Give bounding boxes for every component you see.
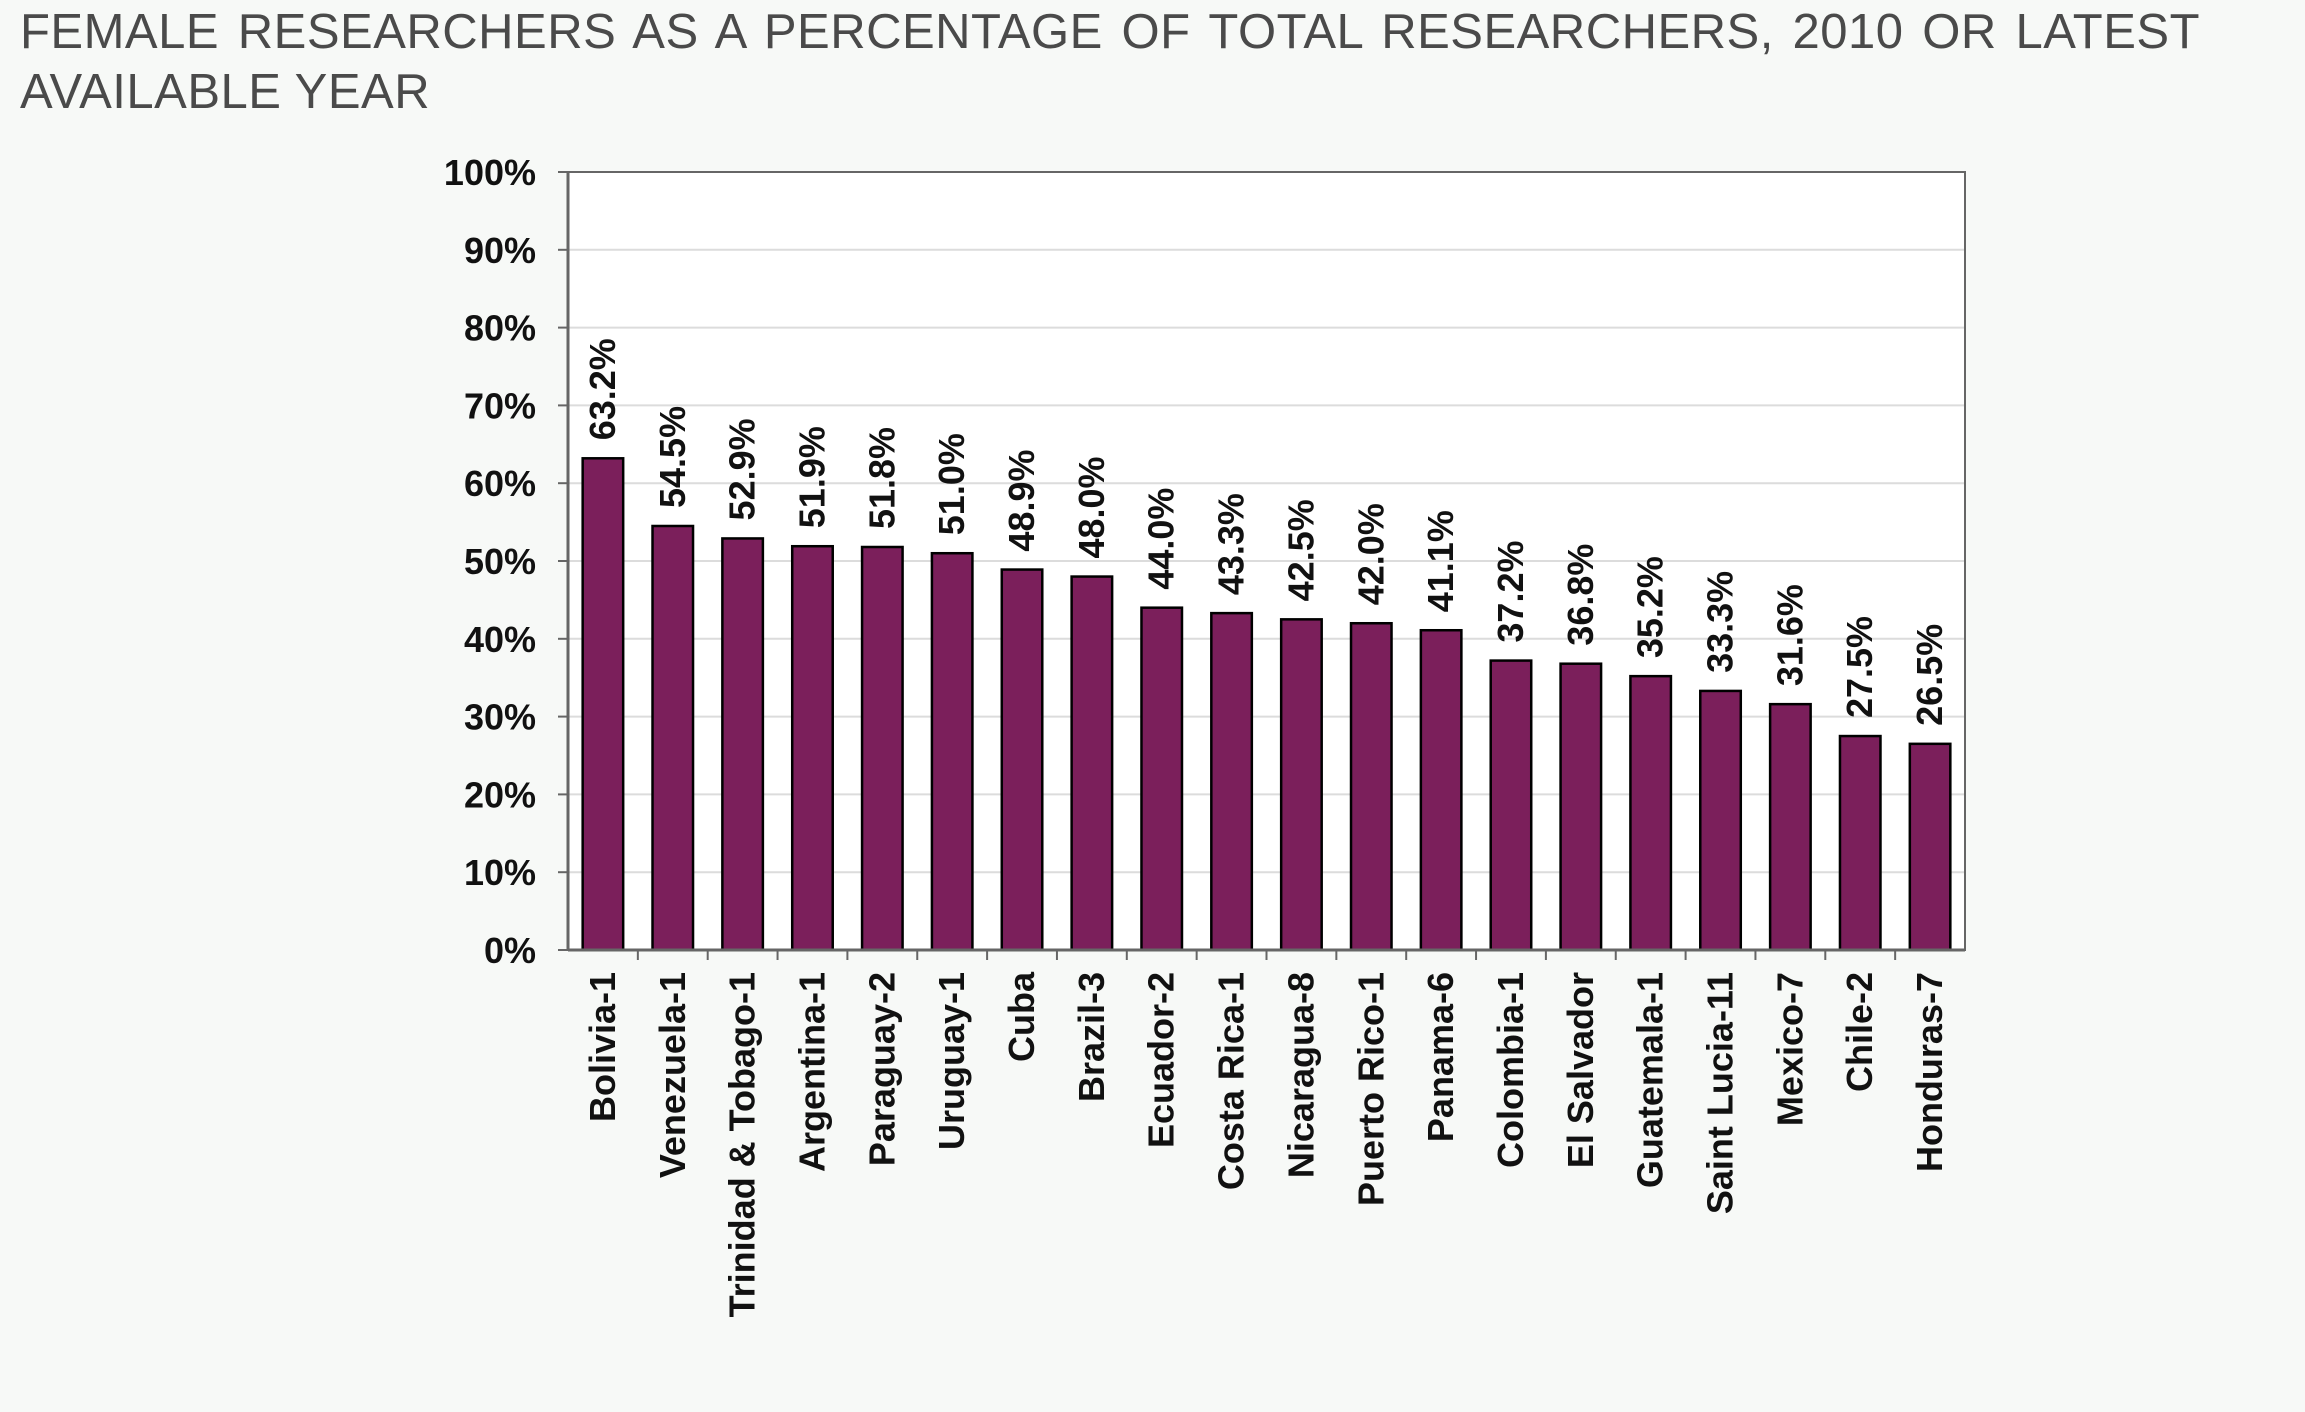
bar-value-label: 48.0%	[1071, 456, 1112, 558]
bar	[930, 551, 974, 952]
bar	[1210, 611, 1254, 952]
bar-value-label: 48.9%	[1001, 449, 1042, 551]
bar-value-label: 54.5%	[652, 406, 693, 508]
bar-value-label: 51.0%	[931, 433, 972, 535]
y-tick-label: 70%	[464, 385, 536, 426]
bar-value-label: 44.0%	[1141, 488, 1182, 590]
category-label: El Salvador	[1560, 972, 1601, 1168]
bars	[581, 457, 1952, 952]
bar	[1908, 742, 1952, 952]
category-label: Chile-2	[1839, 972, 1880, 1092]
y-tick-label: 90%	[464, 230, 536, 271]
bar-value-label: 43.3%	[1211, 493, 1252, 595]
bar	[1000, 568, 1044, 952]
bar	[1279, 618, 1323, 952]
y-tick-label: 30%	[464, 697, 536, 738]
category-label: Colombia-1	[1490, 972, 1531, 1168]
bar-value-label: 41.1%	[1420, 510, 1461, 612]
axes	[566, 171, 1966, 952]
bar-value-label: 63.2%	[582, 338, 623, 440]
bar-value-label: 31.6%	[1769, 584, 1810, 686]
bar-value-label: 35.2%	[1630, 556, 1671, 658]
bar	[860, 545, 904, 952]
bar	[1489, 659, 1533, 952]
bar-value-labels: 63.2% 54.5% 52.9% 51.9% 51.8% 51.0% 48.9% 48.0%…	[582, 338, 1950, 726]
y-tick-label: 80%	[464, 308, 536, 349]
category-label: Paraguay-2	[861, 972, 902, 1166]
chart-title: FEMALE RESEARCHERS AS A PERCENTAGE OF TO…	[20, 5, 2200, 119]
category-label: Saint Lucia-11	[1700, 972, 1741, 1214]
category-label: Guatemala-1	[1630, 972, 1671, 1188]
category-label: Panama-6	[1420, 972, 1461, 1142]
category-label: Bolivia-1	[582, 972, 623, 1122]
bar-value-label: 26.5%	[1909, 624, 1950, 726]
category-label: Mexico-7	[1769, 972, 1810, 1126]
category-label: Honduras-7	[1909, 972, 1950, 1172]
bar-value-label: 33.3%	[1700, 571, 1741, 673]
y-tick-label: 40%	[464, 619, 536, 660]
category-label: Venezuela-1	[652, 972, 693, 1178]
bar	[1559, 662, 1603, 952]
bar-value-label: 42.5%	[1280, 499, 1321, 601]
bar	[1419, 628, 1463, 952]
bar-value-label: 51.8%	[861, 427, 902, 529]
category-label: Uruguay-1	[931, 972, 972, 1150]
bar	[1629, 674, 1673, 952]
category-label: Nicaragua-8	[1280, 972, 1321, 1178]
category-label: Costa Rica-1	[1211, 972, 1252, 1190]
category-label: Trinidad & Tobago-1	[722, 972, 763, 1317]
bar-value-label: 42.0%	[1350, 503, 1391, 605]
bar	[1699, 689, 1743, 952]
category-label: Argentina-1	[791, 972, 832, 1172]
bar	[1070, 575, 1114, 952]
category-label: Puerto Rico-1	[1350, 972, 1391, 1206]
y-tick-labels: 0% 10% 20% 30% 40% 50% 60% 70% 80% 90% 100%	[444, 152, 536, 971]
category-label: Brazil-3	[1071, 972, 1112, 1102]
category-labels: Bolivia-1 Venezuela-1 Trinidad & Tobago-1 A…	[582, 971, 1950, 1317]
bar	[1838, 734, 1882, 952]
bar-value-label: 52.9%	[722, 418, 763, 520]
bar-value-label: 37.2%	[1490, 541, 1531, 643]
y-tick-label: 60%	[464, 463, 536, 504]
bar	[1140, 606, 1184, 952]
bar	[721, 537, 765, 952]
category-label: Cuba	[1001, 971, 1042, 1062]
bar-value-label: 51.9%	[791, 426, 832, 528]
bar	[581, 457, 625, 952]
bar-value-label: 27.5%	[1839, 616, 1880, 718]
y-tick-label: 0%	[484, 930, 536, 971]
y-tick-label: 20%	[464, 774, 536, 815]
bar-value-label: 36.8%	[1560, 544, 1601, 646]
bar	[651, 524, 695, 952]
bar	[1349, 621, 1393, 952]
y-tick-label: 50%	[464, 541, 536, 582]
bar	[790, 544, 834, 952]
y-tick-label: 10%	[464, 852, 536, 893]
y-tick-label: 100%	[444, 152, 536, 193]
bar	[1768, 702, 1812, 952]
category-label: Ecuador-2	[1141, 972, 1182, 1148]
